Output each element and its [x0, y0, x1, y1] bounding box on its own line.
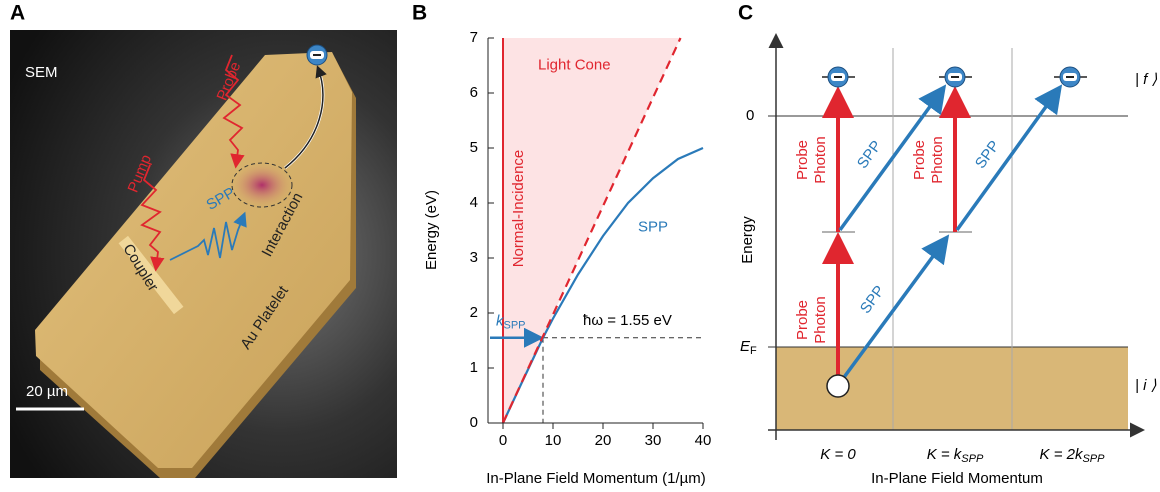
column-sub: SPP — [961, 453, 984, 465]
dispersion-chart: B In-Plane Field Momentum (1/µm) Energy … — [412, 2, 711, 487]
initial-state — [827, 375, 849, 397]
energy-diagram: C 0 EF | f ⟩ | i ⟩ Energy In-Plane Field… — [738, 2, 1157, 487]
k-sub: SPP — [504, 319, 526, 331]
x-tick-label: 40 — [695, 432, 712, 449]
electron — [828, 67, 848, 87]
column-text: K = 2k — [1040, 446, 1084, 463]
zero-label: 0 — [746, 107, 754, 124]
photon-label: ħω = 1.55 eV — [583, 312, 672, 329]
column-label: K = 0 — [820, 446, 856, 463]
sem-label: SEM — [25, 64, 58, 81]
panel-label: C — [738, 2, 753, 25]
probe-label: Photon — [929, 136, 946, 184]
final-state-label: | f ⟩ — [1135, 71, 1157, 88]
fermi-sub: F — [750, 345, 757, 357]
y-tick-label: 4 — [470, 194, 478, 211]
probe-label: Photon — [812, 296, 829, 344]
y-tick-label: 6 — [470, 84, 478, 101]
initial-state-label: | i ⟩ — [1135, 377, 1157, 394]
page: A SEM Probe Pump SPP Interaction Coupler… — [0, 0, 1160, 492]
probe-label: Probe — [794, 140, 811, 180]
y-tick-label: 3 — [470, 249, 478, 266]
x-tick-label: 20 — [595, 432, 612, 449]
electron — [945, 67, 965, 87]
y-axis-label: Energy (eV) — [423, 190, 440, 270]
probe-label: Photon — [812, 136, 829, 184]
normal-incidence-label: Normal-Incidence — [510, 150, 527, 268]
x-tick-label: 10 — [545, 432, 562, 449]
figure: A SEM Probe Pump SPP Interaction Coupler… — [0, 0, 1160, 492]
electron — [1060, 67, 1080, 87]
y-tick-label: 2 — [470, 304, 478, 321]
y-tick-label: 5 — [470, 139, 478, 156]
column-label: K = 2kSPP — [1040, 446, 1106, 465]
electron — [307, 45, 327, 65]
spp-label: SPP — [854, 138, 885, 172]
panel-label: A — [10, 2, 25, 25]
probe-label: Probe — [911, 140, 928, 180]
x-tick-label: 0 — [499, 432, 507, 449]
x-axis-label: In-Plane Field Momentum (1/µm) — [486, 470, 706, 487]
column-label: K = kSPP — [927, 446, 984, 465]
x-tick-label: 30 — [645, 432, 662, 449]
fermi-label: EF — [740, 338, 757, 357]
y-tick-label: 0 — [470, 414, 478, 431]
series-label: Light Cone — [538, 56, 611, 73]
interaction-region — [232, 163, 292, 207]
y-tick-label: 7 — [470, 29, 478, 46]
series-label: SPP — [638, 219, 668, 236]
y-tick-label: 1 — [470, 359, 478, 376]
y-axis-label: Energy — [739, 216, 756, 264]
probe-label: Probe — [794, 300, 811, 340]
scale-bar-label: 20 µm — [26, 383, 68, 400]
panel-label: B — [412, 2, 427, 25]
column-sub: SPP — [1082, 453, 1105, 465]
x-axis-label: In-Plane Field Momentum — [871, 470, 1043, 487]
column-text: K = k — [927, 446, 963, 463]
spp-label: SPP — [857, 283, 888, 317]
spp-label: SPP — [972, 138, 1003, 172]
